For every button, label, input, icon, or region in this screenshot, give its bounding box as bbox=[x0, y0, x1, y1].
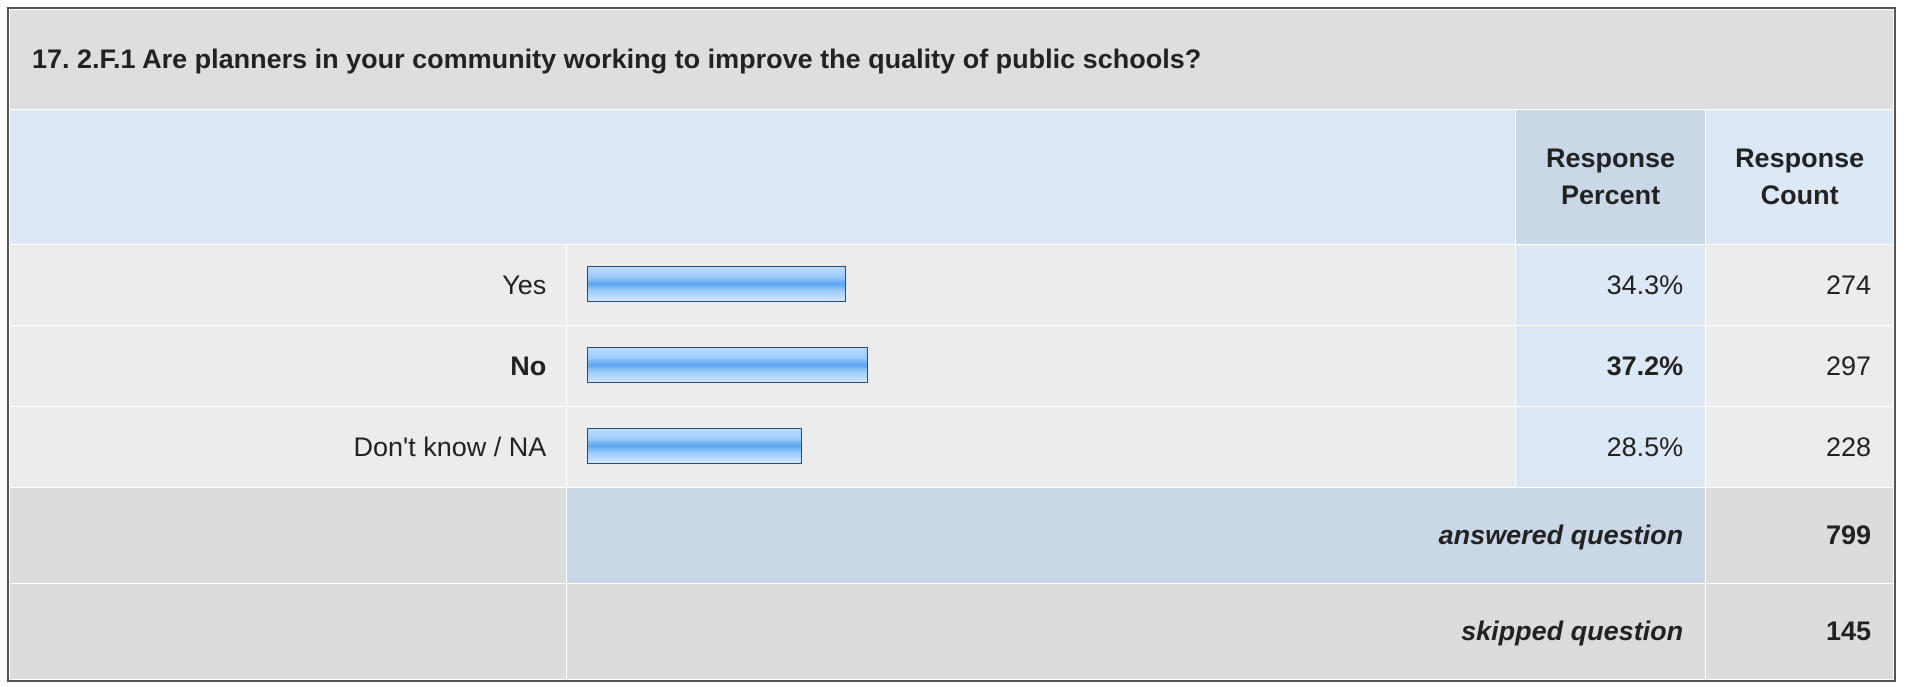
header-count-line1: Response bbox=[1735, 143, 1865, 174]
table-row: No 37.2% 297 bbox=[8, 325, 1894, 408]
skipped-question-value: 145 bbox=[1705, 583, 1894, 680]
header-blank bbox=[9, 109, 1516, 246]
results-table: 17. 2.F.1 Are planners in your community… bbox=[8, 8, 1894, 680]
bar-cell bbox=[566, 406, 1516, 489]
header-percent-line2: Percent bbox=[1561, 180, 1661, 211]
response-count: 228 bbox=[1705, 406, 1894, 489]
answered-question-label: answered question bbox=[566, 487, 1707, 585]
survey-results-panel: 17. 2.F.1 Are planners in your community… bbox=[7, 7, 1896, 682]
bar-cell bbox=[566, 244, 1516, 327]
response-percent: 37.2% bbox=[1514, 325, 1707, 408]
response-bar bbox=[587, 428, 803, 465]
answer-label: Don't know / NA bbox=[8, 406, 568, 489]
table-row: Yes 34.3% 274 bbox=[8, 244, 1894, 327]
response-bar bbox=[587, 266, 847, 303]
response-bar bbox=[587, 347, 869, 384]
response-count: 274 bbox=[1705, 244, 1894, 327]
response-percent: 34.3% bbox=[1514, 244, 1707, 327]
question-title: 17. 2.F.1 Are planners in your community… bbox=[9, 8, 1894, 111]
response-count: 297 bbox=[1705, 325, 1894, 408]
summary-blank bbox=[8, 583, 568, 680]
skipped-question-label: skipped question bbox=[566, 583, 1707, 680]
answer-label: No bbox=[8, 325, 568, 408]
answered-question-value: 799 bbox=[1705, 487, 1894, 585]
summary-blank bbox=[8, 487, 568, 585]
answer-label: Yes bbox=[8, 244, 568, 327]
response-percent: 28.5% bbox=[1514, 406, 1707, 489]
table-row: Don't know / NA 28.5% 228 bbox=[8, 406, 1894, 489]
header-count-line2: Count bbox=[1760, 180, 1839, 211]
header-response-count: Response Count bbox=[1705, 109, 1894, 246]
header-percent-line1: Response bbox=[1546, 143, 1676, 174]
header-response-percent: Response Percent bbox=[1514, 109, 1707, 246]
bar-cell bbox=[566, 325, 1516, 408]
